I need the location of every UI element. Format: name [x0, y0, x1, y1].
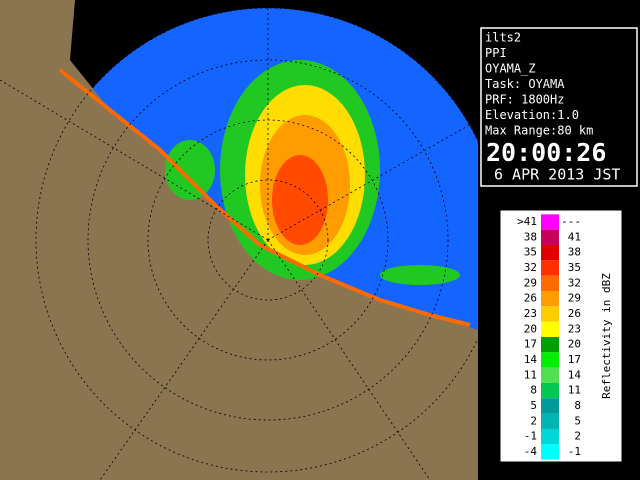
legend-high: -1 — [568, 445, 581, 458]
legend-swatch — [541, 382, 559, 399]
info-line: Elevation:1.0 — [485, 108, 579, 122]
info-box — [480, 27, 638, 187]
legend-low: 29 — [524, 276, 537, 289]
legend-swatch — [541, 290, 559, 307]
legend-high: 8 — [574, 399, 581, 412]
coast-echo — [58, 68, 471, 327]
legend-high: 20 — [568, 338, 581, 351]
legend-swatch — [541, 336, 559, 353]
legend-box — [499, 209, 623, 463]
legend-low: 32 — [524, 261, 537, 274]
legend-swatch — [541, 244, 559, 261]
info-line: PPI — [485, 46, 507, 60]
info-line: Max Range:80 km — [485, 124, 593, 138]
legend-swatch — [541, 321, 559, 337]
legend-high: 41 — [568, 230, 581, 243]
legend-low: >41 — [517, 215, 537, 228]
echo — [165, 140, 215, 200]
legend-high: 29 — [568, 292, 581, 305]
legend-low: 11 — [524, 368, 537, 381]
legend-high: 17 — [568, 353, 581, 366]
info-line: Task: OYAMA — [485, 77, 565, 91]
legend-low: 8 — [530, 384, 537, 397]
legend-low: 14 — [524, 353, 538, 366]
legend-low: 17 — [524, 338, 537, 351]
legend-swatch — [541, 444, 559, 460]
legend-swatch — [541, 352, 559, 368]
echo — [380, 265, 460, 285]
date: 6 APR 2013 JST — [494, 166, 620, 184]
legend-swatch — [541, 214, 559, 230]
legend-high: 5 — [574, 414, 581, 427]
legend-swatch — [541, 260, 559, 276]
legend-swatch — [541, 229, 559, 245]
legend-swatch — [541, 413, 559, 429]
legend-high: 38 — [568, 246, 581, 259]
legend-low: 23 — [524, 307, 537, 320]
legend-high: --- — [561, 215, 581, 228]
legend-high: 2 — [574, 430, 581, 443]
echo — [272, 155, 328, 245]
legend-swatch — [541, 398, 559, 414]
legend-swatch — [541, 306, 559, 322]
legend-low: -1 — [524, 430, 537, 443]
legend-high: 11 — [568, 384, 581, 397]
legend-high: 14 — [568, 368, 582, 381]
legend-low: 38 — [524, 230, 537, 243]
legend-low: 35 — [524, 246, 537, 259]
legend-low: 26 — [524, 292, 537, 305]
legend-swatch — [541, 367, 559, 383]
legend-low: -4 — [524, 445, 538, 458]
legend-title: Reflectivity in dBZ — [600, 273, 613, 399]
radar-map — [0, 0, 500, 480]
info-line: PRF: 1800Hz — [485, 93, 564, 107]
legend-high: 26 — [568, 307, 581, 320]
info-line: ilts2 — [485, 31, 521, 45]
range-rings — [0, 0, 500, 480]
legend-swatch — [541, 275, 559, 291]
legend-swatch — [541, 428, 559, 445]
time: 20:00:26 — [486, 138, 606, 167]
legend-high: 32 — [568, 276, 581, 289]
legend-high: 23 — [568, 322, 581, 335]
legend-low: 5 — [530, 399, 537, 412]
legend-low: 2 — [530, 414, 537, 427]
legend-high: 35 — [568, 261, 581, 274]
legend-low: 20 — [524, 322, 537, 335]
info-line: OYAMA_Z — [485, 62, 536, 76]
